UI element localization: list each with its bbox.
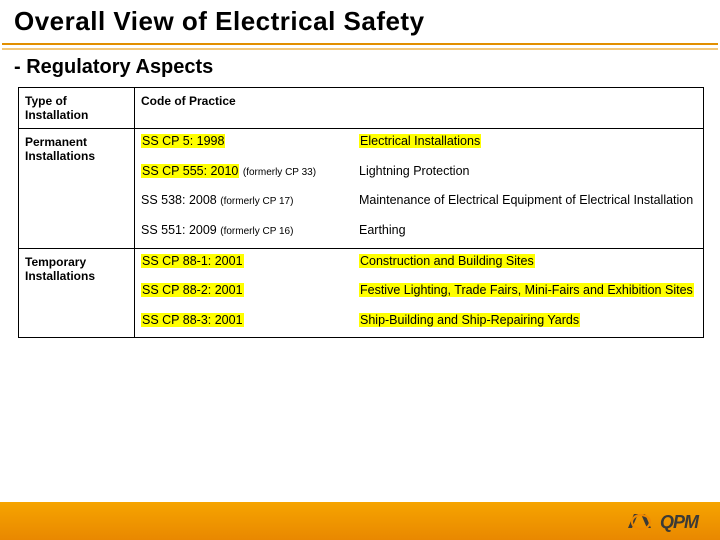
table-row: SS CP 88-2: 2001Festive Lighting, Trade … — [135, 278, 703, 308]
desc-cell: Electrical Installations — [359, 134, 697, 150]
code-cell: SS CP 88-1: 2001 — [141, 254, 359, 268]
group-rows: SS CP 5: 1998Electrical InstallationsSS … — [135, 129, 703, 248]
desc-cell: Earthing — [359, 223, 697, 239]
desc-cell: Lightning Protection — [359, 164, 697, 180]
code-cell: SS CP 5: 1998 — [141, 134, 359, 148]
logo-text: QPM — [660, 512, 698, 533]
code-cell: SS CP 88-3: 2001 — [141, 313, 359, 327]
group-rows: SS CP 88-1: 2001Construction and Buildin… — [135, 249, 703, 338]
table-row: SS CP 88-1: 2001Construction and Buildin… — [135, 249, 703, 279]
table-row: SS CP 555: 2010 (formerly CP 33)Lightnin… — [135, 159, 703, 189]
table-row: SS 538: 2008 (formerly CP 17)Maintenance… — [135, 188, 703, 218]
desc-cell: Ship-Building and Ship-Repairing Yards — [359, 313, 697, 329]
code-cell: SS 538: 2008 (formerly CP 17) — [141, 193, 359, 207]
codes-table: Type of Installation Code of Practice Pe… — [18, 87, 704, 338]
desc-cell: Festive Lighting, Trade Fairs, Mini-Fair… — [359, 283, 697, 299]
desc-cell: Maintenance of Electrical Equipment of E… — [359, 193, 697, 209]
table-row: SS CP 88-3: 2001Ship-Building and Ship-R… — [135, 308, 703, 338]
desc-cell: Construction and Building Sites — [359, 254, 697, 270]
divider-top — [2, 43, 718, 45]
page-title: Overall View of Electrical Safety — [14, 6, 706, 37]
header-col1: Type of Installation — [19, 88, 135, 128]
table-group: Temporary InstallationsSS CP 88-1: 2001C… — [19, 249, 703, 338]
logo-mark-icon — [628, 510, 654, 534]
header-col2: Code of Practice — [135, 88, 703, 128]
group-label: Temporary Installations — [19, 249, 135, 338]
code-cell: SS CP 88-2: 2001 — [141, 283, 359, 297]
page-subtitle: - Regulatory Aspects — [14, 56, 706, 79]
footer-band — [0, 502, 720, 540]
table-row: SS 551: 2009 (formerly CP 16)Earthing — [135, 218, 703, 248]
table-row: SS CP 5: 1998Electrical Installations — [135, 129, 703, 159]
code-cell: SS 551: 2009 (formerly CP 16) — [141, 223, 359, 237]
table-header-row: Type of Installation Code of Practice — [19, 88, 703, 129]
logo: QPM — [628, 510, 698, 534]
code-cell: SS CP 555: 2010 (formerly CP 33) — [141, 164, 359, 178]
group-label: Permanent Installations — [19, 129, 135, 248]
table-group: Permanent InstallationsSS CP 5: 1998Elec… — [19, 129, 703, 249]
